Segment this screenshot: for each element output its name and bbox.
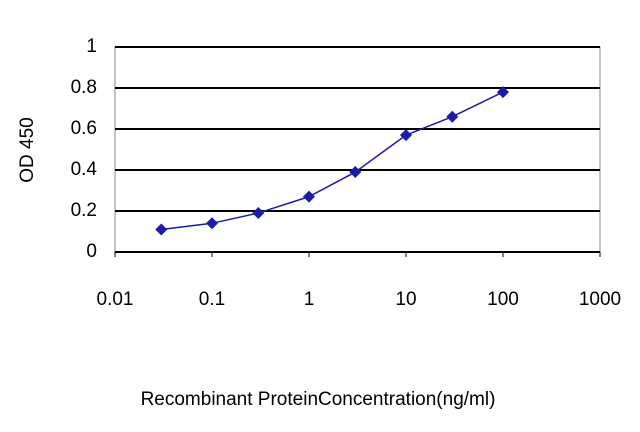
data-point (446, 110, 459, 123)
x-tick-label: 0.01 (97, 289, 134, 310)
data-point (497, 86, 509, 99)
x-tick-label: 0.1 (199, 289, 225, 310)
y-tick-label: 0.4 (71, 159, 98, 180)
y-tick-label: 0.2 (71, 200, 97, 221)
plot-area (114, 46, 601, 253)
data-point (206, 217, 218, 230)
y-tick-label: 0.6 (71, 118, 97, 139)
data-point (349, 166, 362, 179)
x-tick-label: 100 (487, 289, 519, 310)
y-tick-label: 0.8 (71, 77, 97, 98)
data-point (303, 190, 315, 203)
x-tick-label: 1000 (579, 289, 621, 310)
x-tick-label: 1 (304, 289, 315, 310)
data-point (252, 207, 265, 220)
x-tick-label: 10 (395, 289, 416, 310)
data-point (155, 223, 168, 236)
y-tick-label: 1 (86, 36, 97, 57)
y-axis-label: OD 450 (17, 117, 38, 182)
data-point (400, 129, 412, 142)
data-line (161, 91, 504, 231)
x-axis-label: Recombinant ProteinConcentration(ng/ml) (141, 389, 496, 410)
y-tick-label: 0 (86, 241, 97, 262)
